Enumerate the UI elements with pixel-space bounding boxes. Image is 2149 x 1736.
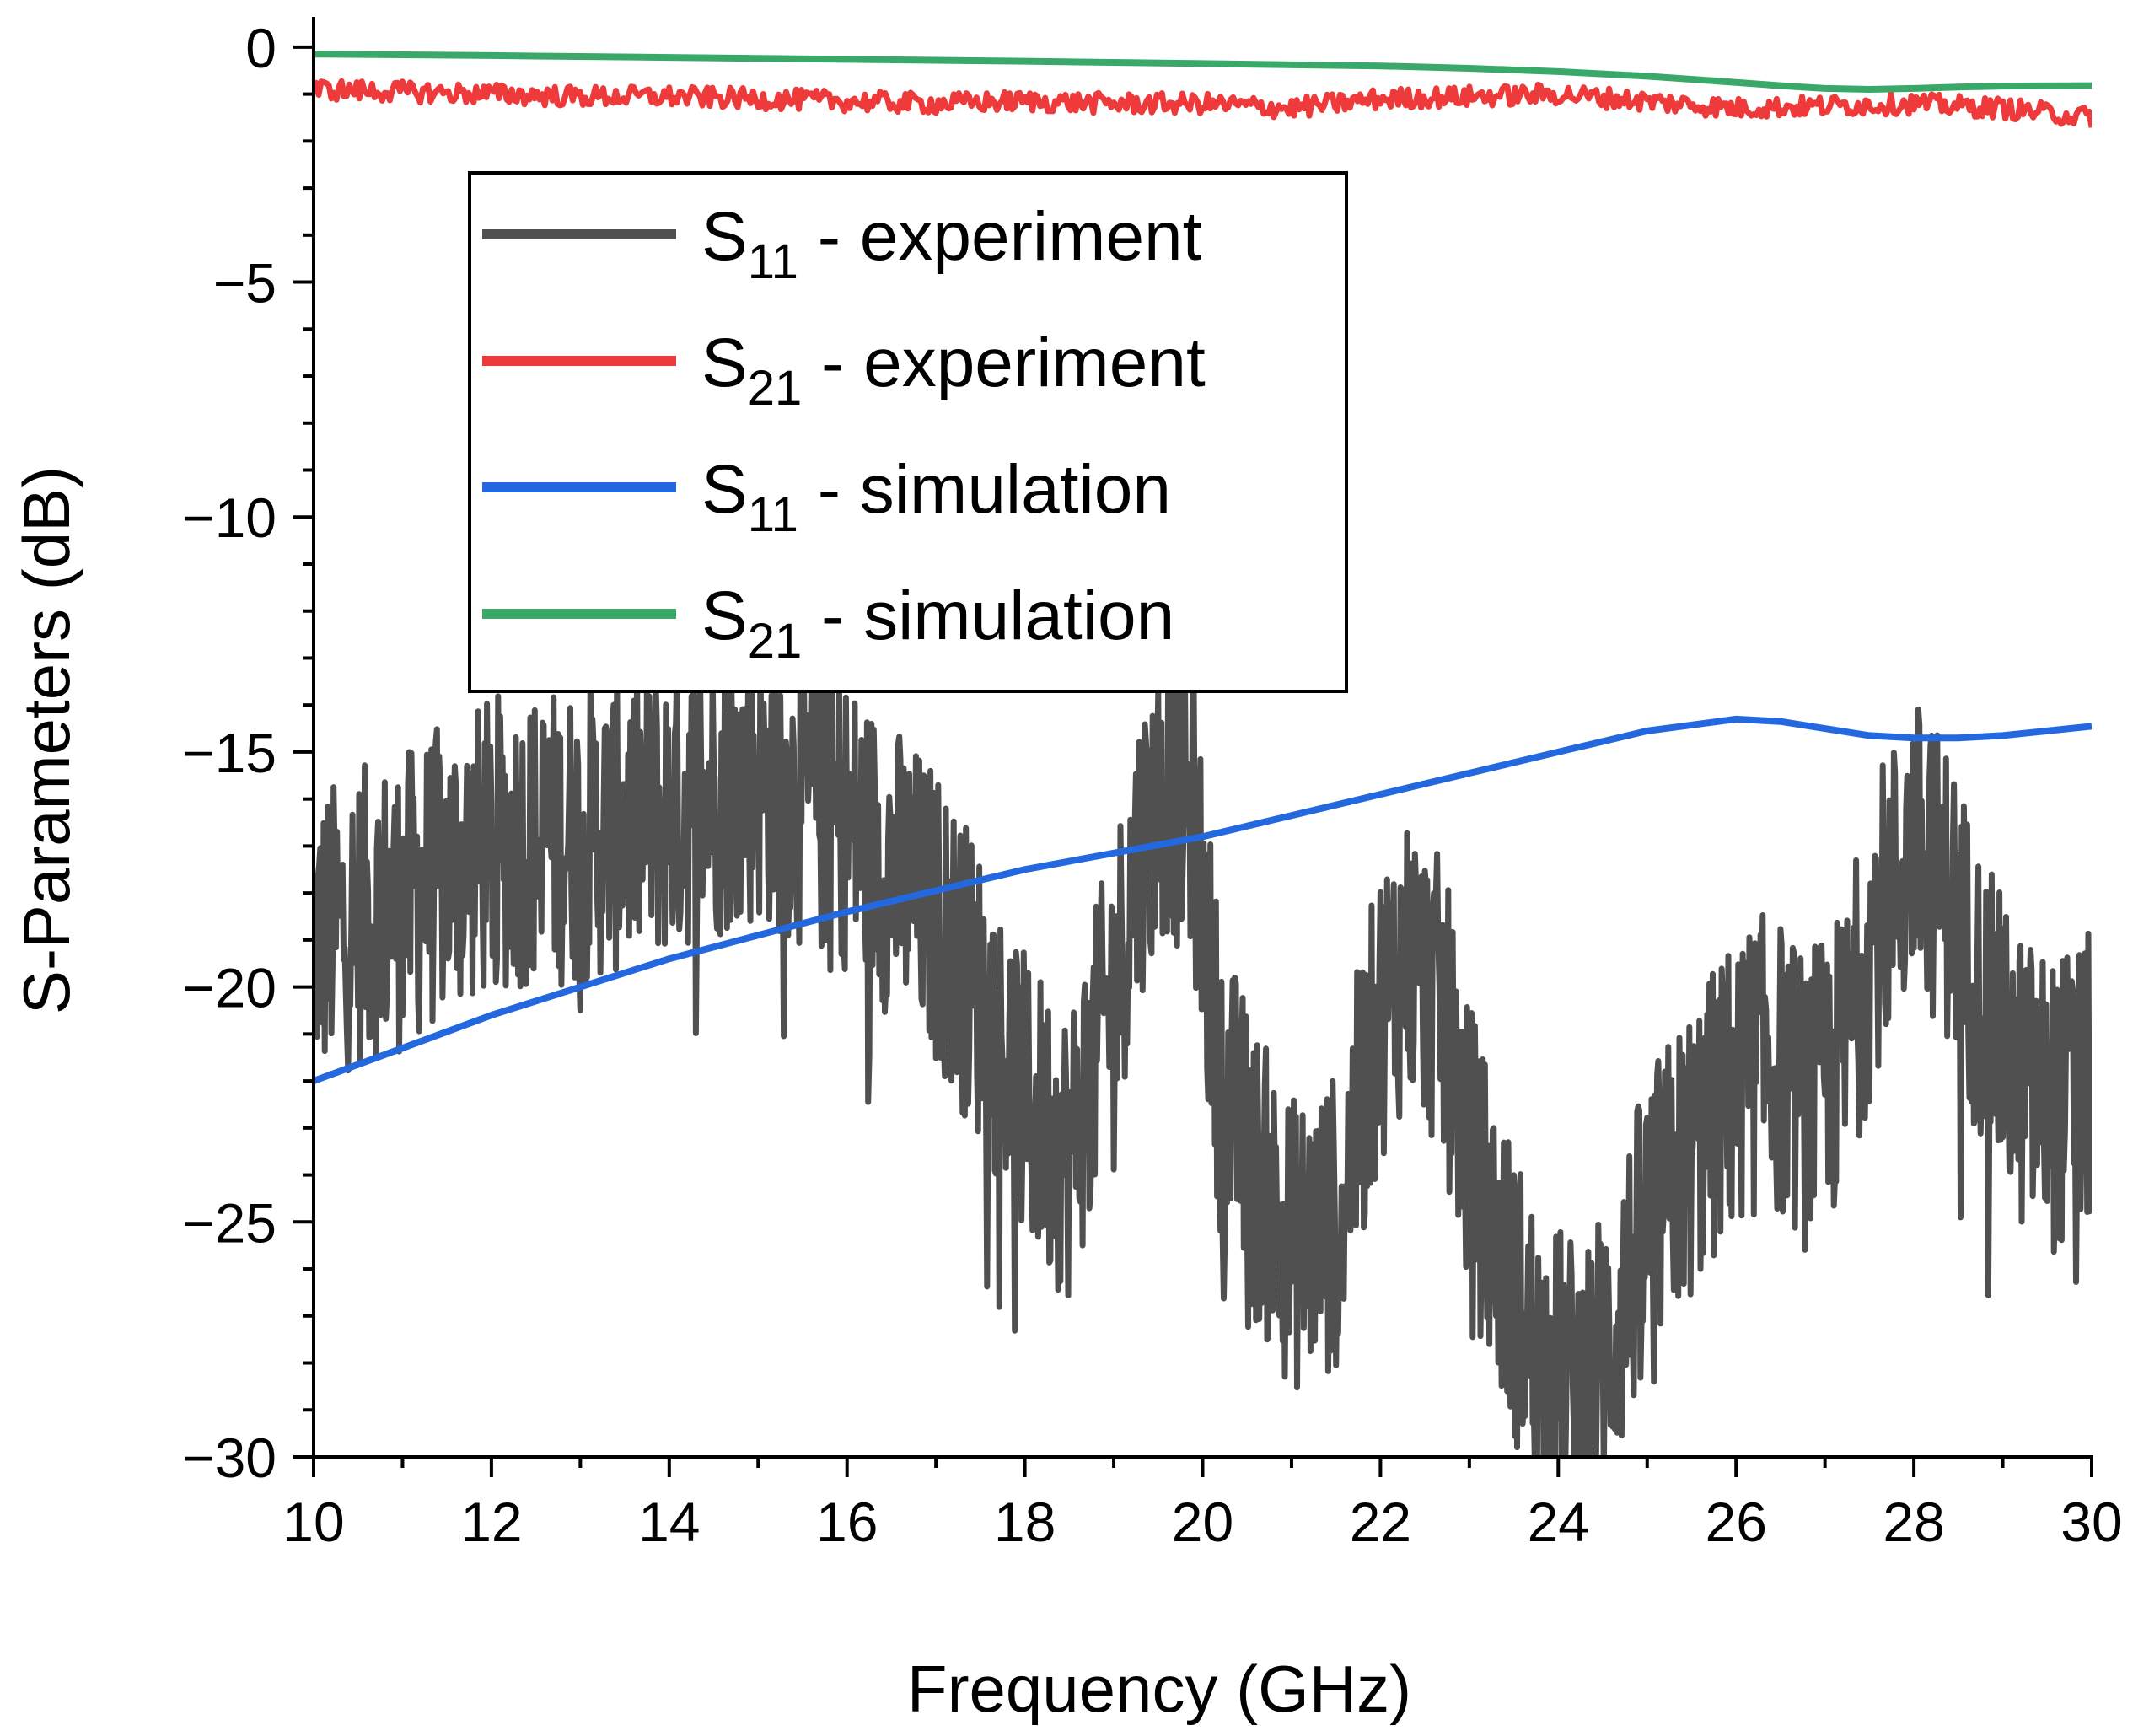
x-tick-label: 22: [1350, 1491, 1411, 1553]
legend-label: S11 - simulation: [701, 451, 1171, 542]
x-tick-label: 28: [1883, 1491, 1944, 1553]
series-line: [314, 643, 2092, 1457]
y-tick-label: −15: [182, 722, 277, 784]
series-line: [314, 51, 2092, 93]
x-tick-label: 12: [460, 1491, 522, 1553]
x-tick-label: 16: [816, 1491, 878, 1553]
series-line: [314, 715, 2092, 1084]
x-tick-label: 20: [1172, 1491, 1233, 1553]
x-tick-label: 14: [638, 1491, 700, 1553]
y-tick-label: −20: [182, 957, 277, 1019]
y-axis-title: S-Parameters (dB): [9, 466, 83, 1014]
x-tick-label: 24: [1528, 1491, 1589, 1553]
y-tick-label: −25: [182, 1191, 277, 1254]
y-tick-label: −5: [213, 252, 277, 314]
series-layer: [314, 51, 2092, 1457]
x-tick-label: 10: [282, 1491, 344, 1553]
x-tick-label: 18: [994, 1491, 1056, 1553]
y-tick-label: −30: [182, 1427, 277, 1489]
legend-label: S11 - experiment: [701, 198, 1202, 289]
tick-layer: 10 12 14 16 18 20 22 24 26 28 30 0 −5 −10 −15 −20 −25 −30: [182, 17, 2123, 1553]
y-tick-label: 0: [245, 17, 277, 79]
x-axis-title: Frequency (GHz): [907, 1652, 1411, 1726]
x-tick-label: 26: [1705, 1491, 1766, 1553]
legend: S11 - experiment S21 - experiment S11 - si…: [468, 171, 1348, 693]
x-tick-label: 30: [2060, 1491, 2122, 1553]
legend-label: S21 - experiment: [701, 325, 1206, 416]
y-tick-label: −10: [182, 486, 277, 549]
legend-box: [468, 171, 1348, 693]
series-line: [314, 78, 2092, 128]
legend-label: S21 - simulation: [701, 578, 1174, 669]
